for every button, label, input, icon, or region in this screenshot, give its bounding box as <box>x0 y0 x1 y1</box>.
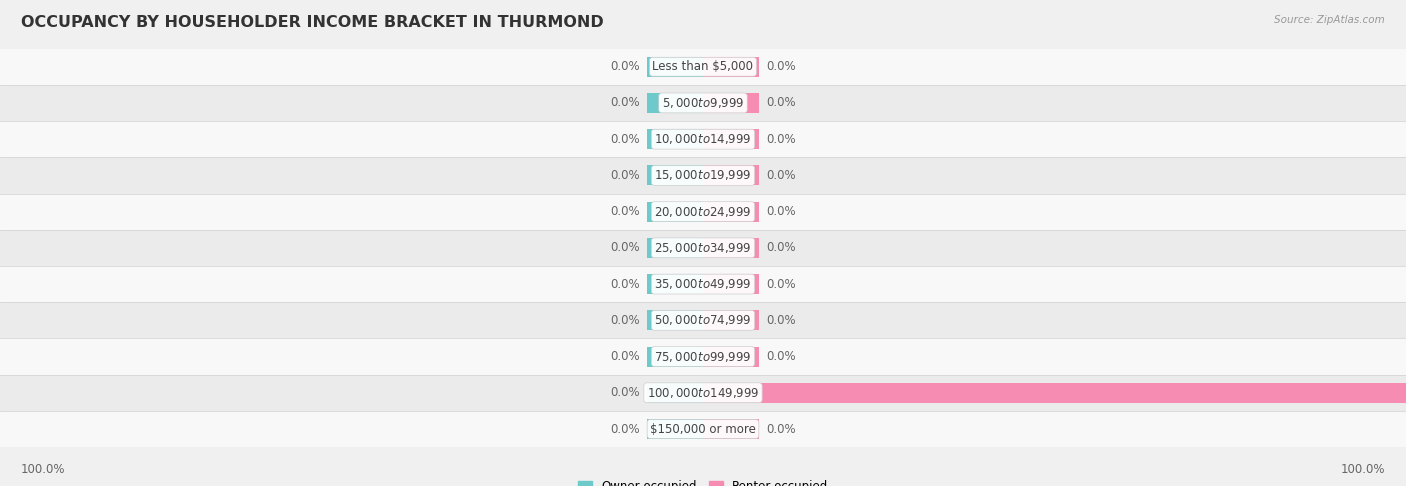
Text: 0.0%: 0.0% <box>610 169 640 182</box>
Text: $35,000 to $49,999: $35,000 to $49,999 <box>654 277 752 291</box>
Text: 0.0%: 0.0% <box>610 422 640 435</box>
Bar <box>647 202 703 222</box>
Bar <box>647 419 703 439</box>
Bar <box>0 157 1406 193</box>
Bar <box>647 347 703 366</box>
Text: Source: ZipAtlas.com: Source: ZipAtlas.com <box>1274 15 1385 25</box>
Text: $75,000 to $99,999: $75,000 to $99,999 <box>654 349 752 364</box>
Bar <box>703 274 759 294</box>
Text: 0.0%: 0.0% <box>766 96 796 109</box>
Text: 0.0%: 0.0% <box>766 242 796 254</box>
Bar <box>703 238 759 258</box>
Text: $50,000 to $74,999: $50,000 to $74,999 <box>654 313 752 327</box>
Text: $15,000 to $19,999: $15,000 to $19,999 <box>654 169 752 182</box>
Text: 0.0%: 0.0% <box>766 422 796 435</box>
Text: 100.0%: 100.0% <box>1340 463 1385 476</box>
Text: 0.0%: 0.0% <box>766 278 796 291</box>
Text: $150,000 or more: $150,000 or more <box>650 422 756 435</box>
Text: $20,000 to $24,999: $20,000 to $24,999 <box>654 205 752 219</box>
Text: 0.0%: 0.0% <box>610 96 640 109</box>
Bar <box>0 375 1406 411</box>
Bar <box>647 383 703 403</box>
Text: 0.0%: 0.0% <box>610 242 640 254</box>
Bar <box>0 266 1406 302</box>
Bar <box>703 93 759 113</box>
Text: 0.0%: 0.0% <box>610 350 640 363</box>
Text: 0.0%: 0.0% <box>610 386 640 399</box>
Bar <box>0 85 1406 121</box>
Bar <box>647 129 703 149</box>
Text: $25,000 to $34,999: $25,000 to $34,999 <box>654 241 752 255</box>
Bar <box>703 129 759 149</box>
Bar <box>703 202 759 222</box>
Legend: Owner-occupied, Renter-occupied: Owner-occupied, Renter-occupied <box>578 480 828 486</box>
Bar <box>0 121 1406 157</box>
Text: $10,000 to $14,999: $10,000 to $14,999 <box>654 132 752 146</box>
Bar <box>703 383 1406 403</box>
Text: 0.0%: 0.0% <box>610 205 640 218</box>
Text: 0.0%: 0.0% <box>610 278 640 291</box>
Bar <box>647 238 703 258</box>
Bar <box>647 93 703 113</box>
Bar <box>703 347 759 366</box>
Bar <box>0 411 1406 447</box>
Bar <box>647 57 703 77</box>
Bar <box>0 338 1406 375</box>
Text: OCCUPANCY BY HOUSEHOLDER INCOME BRACKET IN THURMOND: OCCUPANCY BY HOUSEHOLDER INCOME BRACKET … <box>21 15 603 30</box>
Text: 0.0%: 0.0% <box>766 169 796 182</box>
Text: 100.0%: 100.0% <box>21 463 66 476</box>
Bar <box>0 49 1406 85</box>
Bar <box>647 165 703 185</box>
Text: 0.0%: 0.0% <box>766 314 796 327</box>
Text: Less than $5,000: Less than $5,000 <box>652 60 754 73</box>
Text: 0.0%: 0.0% <box>610 133 640 146</box>
Bar <box>0 302 1406 338</box>
Text: $5,000 to $9,999: $5,000 to $9,999 <box>662 96 744 110</box>
Text: 0.0%: 0.0% <box>610 60 640 73</box>
Text: 0.0%: 0.0% <box>766 350 796 363</box>
Text: 0.0%: 0.0% <box>766 133 796 146</box>
Bar <box>647 311 703 330</box>
Bar <box>703 57 759 77</box>
Bar <box>703 419 759 439</box>
Bar <box>0 193 1406 230</box>
Text: $100,000 to $149,999: $100,000 to $149,999 <box>647 386 759 400</box>
Text: 0.0%: 0.0% <box>610 314 640 327</box>
Text: 0.0%: 0.0% <box>766 205 796 218</box>
Text: 0.0%: 0.0% <box>766 60 796 73</box>
Bar <box>703 311 759 330</box>
Bar <box>703 165 759 185</box>
Bar <box>0 230 1406 266</box>
Bar <box>647 274 703 294</box>
